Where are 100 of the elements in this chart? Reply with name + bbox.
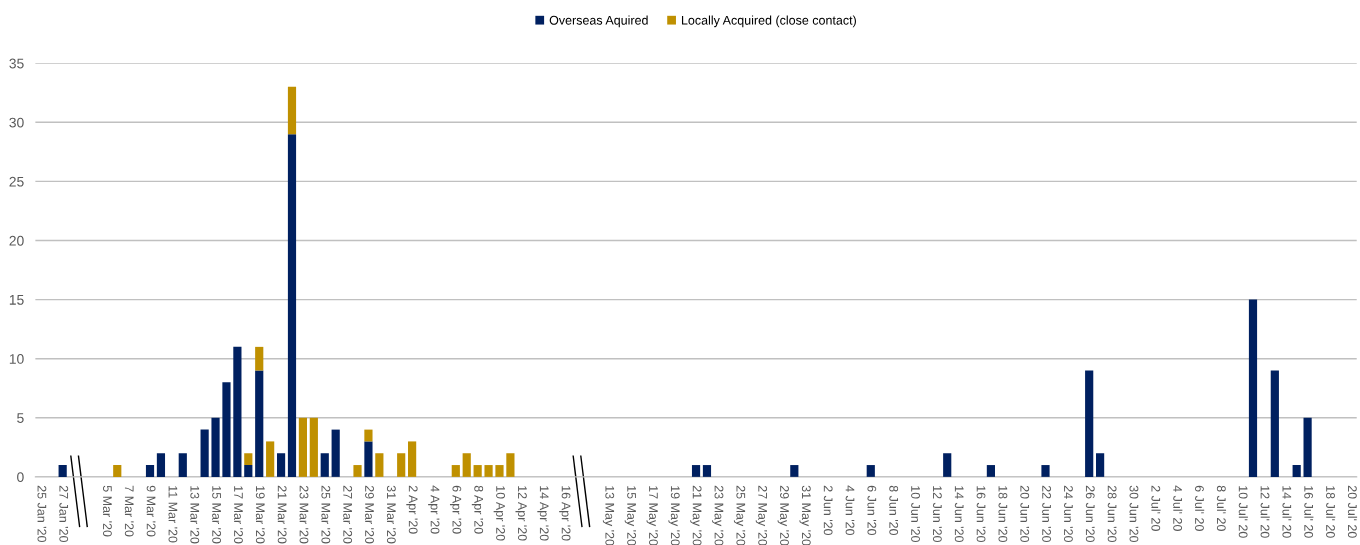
bar (691, 465, 701, 477)
x-tick-label: 20 Jun '20 (1020, 485, 1030, 543)
x-tick-label: 19 Mar '20 (255, 486, 265, 544)
x-tick-label: 21 May '20 (690, 485, 702, 545)
x-tick-label: 2 Jun '20 (823, 485, 833, 536)
x-tick-label: 4 Apr '20 (428, 485, 440, 534)
x-tick-label: 25 May '20 (733, 485, 746, 545)
x-tick-label: 11 Mar '20 (168, 486, 178, 543)
x-tick-label: 15 Mar '20 (212, 486, 222, 544)
bar (451, 465, 460, 477)
bar (145, 465, 155, 477)
y-tick-label: 10 (9, 354, 24, 364)
bar (255, 346, 264, 371)
x-tick-label: 8 Apr '20 (471, 485, 484, 534)
x-tick-label: 24 Jun '20 (1063, 485, 1073, 543)
bar (1270, 370, 1279, 477)
x-tick-label: 8 Jul' 20 (1216, 485, 1227, 531)
bar (233, 346, 242, 477)
x-tick-label: 15 May '20 (624, 486, 637, 545)
x-tick-label: 20 Jul' 20 (1347, 485, 1358, 538)
bar (943, 453, 952, 477)
x-tick-label: 12 Apr '20 (515, 486, 527, 541)
x-tick-label: 2 Apr '20 (406, 485, 418, 534)
x-tick-label: 10 Jul' 20 (1238, 486, 1248, 538)
bar (790, 465, 799, 477)
x-tick-label: 16 Jul' 20 (1304, 486, 1314, 538)
x-tick-label: 18 Jul' 20 (1326, 486, 1336, 538)
x-tick-label: 28 Jun '20 (1107, 485, 1117, 543)
legend-label: Locally Acquired (close contact) (681, 15, 856, 28)
x-tick-label: 25 Mar '20 (321, 485, 331, 544)
bar (375, 453, 384, 477)
bar (178, 453, 187, 477)
x-tick-label: 23 May '20 (712, 485, 724, 545)
bar (473, 465, 482, 477)
bar (211, 417, 220, 477)
x-tick-label: 30 Jun '20 (1129, 485, 1139, 543)
bar (397, 453, 406, 477)
x-tick-label: 31 Mar '20 (386, 485, 396, 544)
y-tick-label: 0 (17, 472, 24, 483)
y-tick-label: 20 (9, 235, 24, 246)
x-tick-label: 26 Jun '20 (1085, 485, 1095, 543)
bar (200, 429, 209, 477)
x-tick-label: 4 Jun '20 (845, 485, 855, 536)
bar (244, 465, 253, 477)
x-tick-label: 14 Jun '20 (954, 486, 964, 543)
x-tick-label: 12 Jul' 20 (1260, 486, 1270, 538)
x-tick-label: 29 Mar '20 (365, 485, 374, 544)
x-tick-label: 10 Jun '20 (911, 486, 920, 543)
bar (408, 441, 417, 477)
x-tick-label: 27 May '20 (755, 485, 768, 545)
x-tick-label: 4 Jul' 20 (1173, 485, 1183, 531)
bar (1041, 465, 1050, 477)
x-tick-label: 5 Mar '20 (102, 485, 112, 537)
x-tick-label: 16 Apr '20 (559, 486, 571, 541)
bar (506, 453, 515, 477)
x-tick-label: 2 Jul' 20 (1151, 485, 1161, 531)
x-tick-label: 12 Jun '20 (932, 486, 942, 543)
bar (986, 465, 995, 477)
bar (266, 441, 275, 477)
x-tick-label: 14 Apr '20 (537, 486, 549, 541)
x-tick-label: 23 Mar '20 (299, 485, 309, 544)
bar (287, 134, 297, 477)
bar (276, 453, 286, 477)
bar (156, 453, 166, 477)
x-tick-label: 6 Jun '20 (867, 485, 877, 536)
bar (1096, 453, 1105, 477)
bar (298, 417, 308, 477)
bar (1303, 417, 1312, 477)
x-tick-label: 18 Jun '20 (998, 486, 1008, 543)
bar (287, 86, 297, 135)
y-tick-label: 35 (9, 58, 24, 69)
bar (320, 453, 329, 477)
bar (1248, 299, 1258, 477)
y-tick-label: 15 (9, 295, 24, 305)
x-tick-label: 9 Mar '20 (146, 485, 156, 537)
x-tick-label: 27 Mar '20 (343, 485, 353, 544)
bar (1085, 370, 1094, 477)
bar (1292, 465, 1301, 477)
x-tick-label: 17 May '20 (646, 486, 658, 545)
x-tick-label: 14 Jul' 20 (1282, 486, 1292, 538)
bar (58, 465, 67, 477)
x-tick-label: 8 Jun '20 (889, 485, 899, 536)
x-tick-label: 6 Jul' 20 (1195, 485, 1205, 531)
x-tick-label: 6 Apr '20 (449, 485, 462, 534)
x-tick-label: 16 Jun '20 (976, 486, 986, 543)
x-tick-label: 21 Mar '20 (277, 485, 287, 544)
bar (484, 465, 493, 477)
bar (702, 465, 712, 477)
x-tick-label: 13 May '20 (602, 486, 615, 545)
x-tick-label: 10 Apr '20 (493, 486, 505, 541)
x-tick-label: 7 Mar '20 (124, 485, 134, 537)
bar (222, 382, 231, 477)
x-tick-label: 19 May '20 (668, 486, 680, 545)
y-tick-label: 5 (17, 413, 24, 423)
y-tick-label: 25 (9, 176, 24, 187)
x-tick-label: 17 Mar '20 (234, 486, 243, 544)
y-tick-label: 30 (9, 117, 24, 128)
bar (364, 441, 373, 477)
bar (866, 465, 875, 477)
x-tick-label: 25 Jan '20 (37, 485, 47, 543)
